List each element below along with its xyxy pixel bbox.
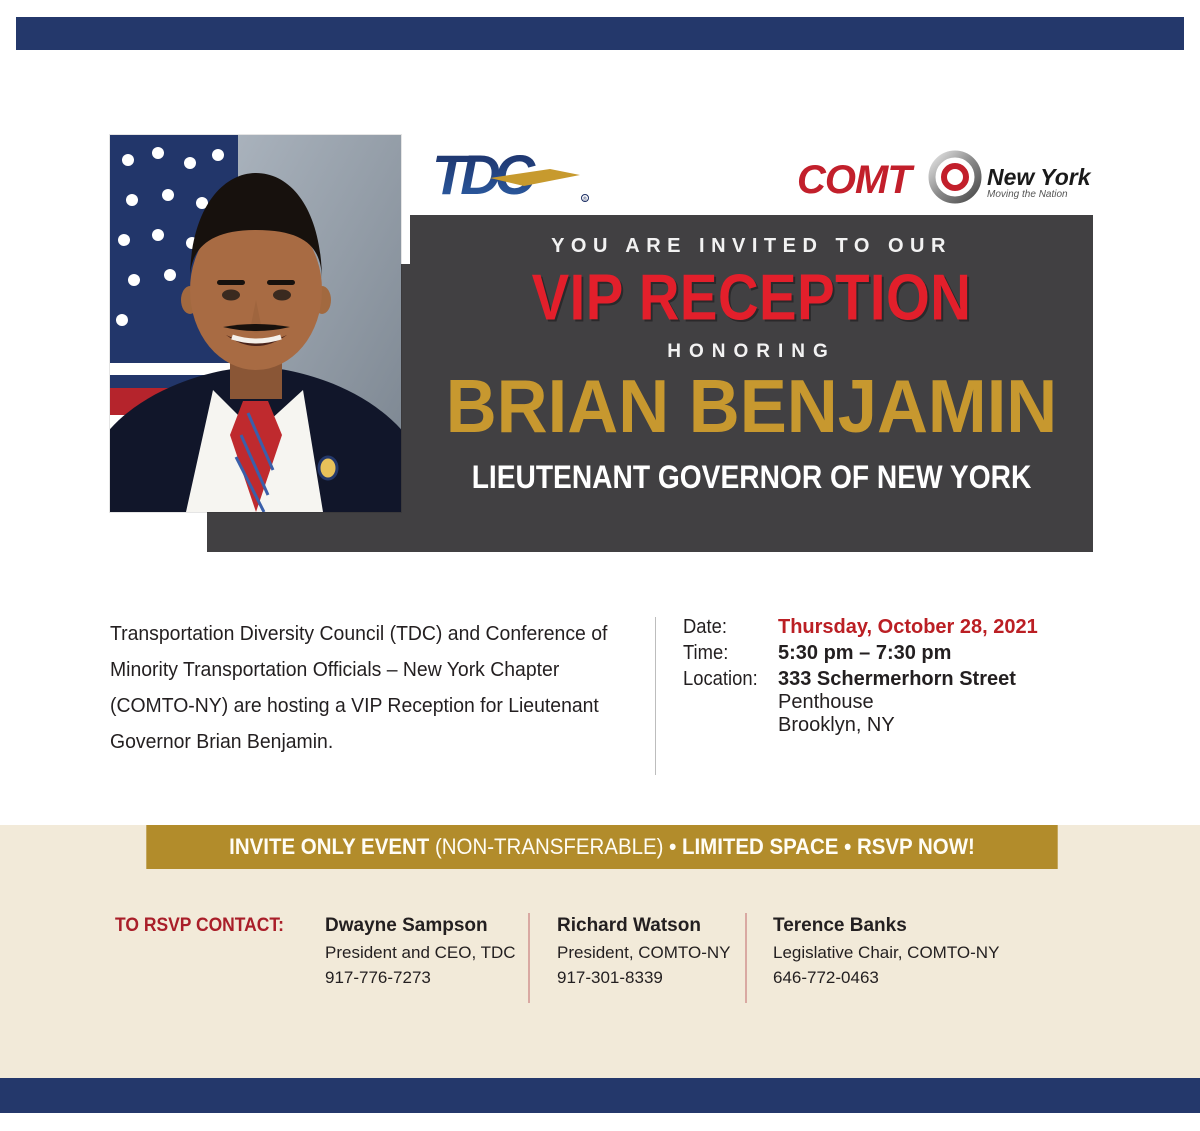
svg-text:New York: New York [987, 164, 1092, 190]
svg-text:COMT: COMT [797, 158, 915, 202]
svg-text:Moving the Nation: Moving the Nation [987, 189, 1068, 200]
svg-text:®: ® [583, 196, 587, 203]
